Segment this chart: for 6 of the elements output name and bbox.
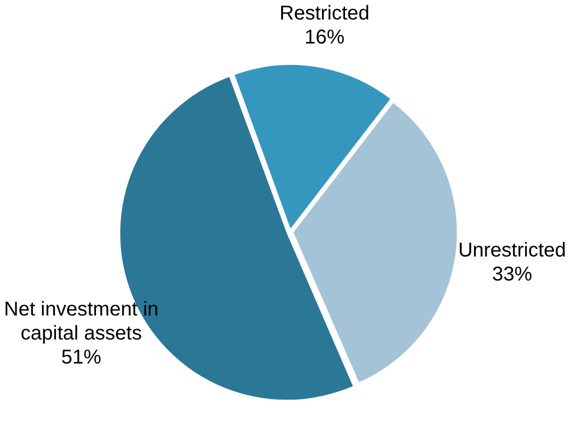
slice-label: Net investment in capital assets bbox=[4, 298, 159, 344]
data-label: 16% bbox=[304, 26, 345, 49]
slice-label: Restricted bbox=[280, 2, 370, 25]
data-label: 33% bbox=[492, 264, 532, 286]
slice-label: Unrestricted bbox=[458, 240, 566, 262]
data-label: 51% bbox=[61, 346, 102, 368]
